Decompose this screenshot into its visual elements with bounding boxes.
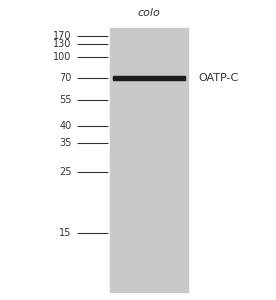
Text: 55: 55 [59,95,72,105]
Text: 25: 25 [59,167,72,177]
Text: colo: colo [138,8,160,18]
Text: 15: 15 [59,228,72,238]
Text: 40: 40 [60,121,72,131]
Text: 170: 170 [53,31,72,41]
Text: OATP-C: OATP-C [199,73,239,83]
Bar [110,28,188,292]
Text: 100: 100 [53,52,72,62]
Text: 35: 35 [59,138,72,148]
Text: 130: 130 [53,39,72,49]
Text: 70: 70 [59,73,72,83]
Bar [113,76,185,80]
